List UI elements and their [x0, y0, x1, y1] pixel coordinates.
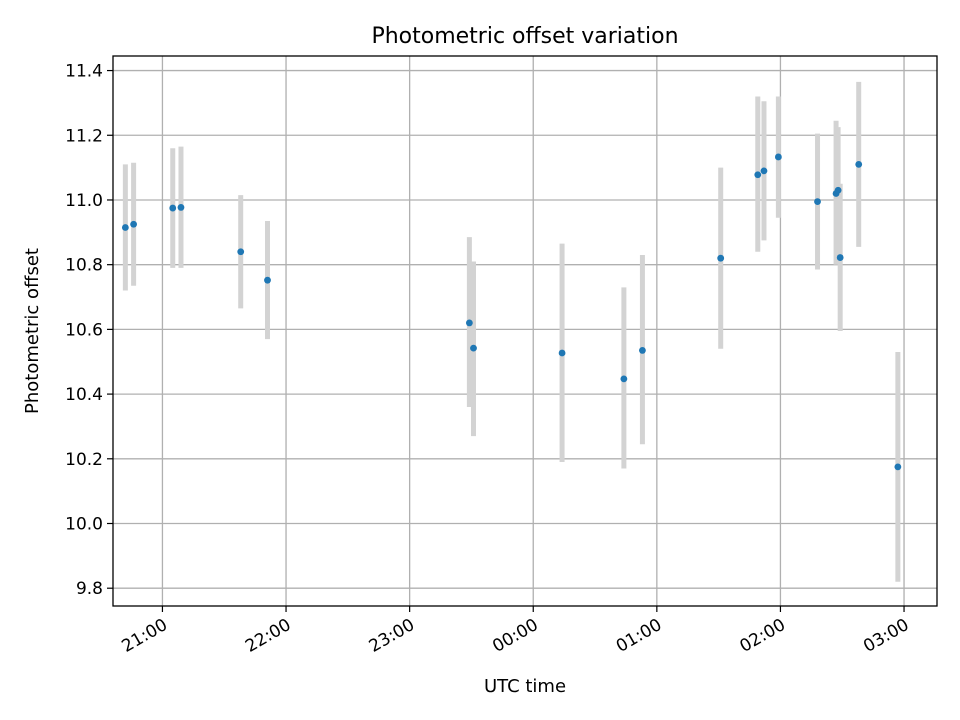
- data-point: [177, 204, 185, 211]
- data-point: [264, 276, 271, 284]
- data-point: [855, 160, 863, 168]
- chart-title: Photometric offset variation: [371, 24, 678, 49]
- data-point: [639, 347, 646, 354]
- y-tick-label: 10.2: [65, 450, 103, 470]
- y-tick-label: 10.8: [65, 256, 103, 276]
- data-point: [558, 349, 566, 357]
- x-axis-title: UTC time: [484, 676, 566, 697]
- data-point: [620, 375, 628, 383]
- data-point: [237, 248, 245, 256]
- data-point: [834, 186, 842, 194]
- data-point: [130, 220, 138, 228]
- data-point: [774, 153, 782, 161]
- data-point: [717, 254, 725, 262]
- y-tick-label: 10.6: [65, 320, 103, 340]
- y-axis: 9.8 10.0 10.2 10.4 10.6 10.8 11.0 11.2 11.4: [65, 62, 113, 599]
- y-tick-label: 9.8: [76, 579, 103, 599]
- y-tick-label: 11.0: [65, 191, 103, 211]
- data-point: [836, 254, 844, 261]
- y-axis-title: Photometric offset: [22, 248, 43, 414]
- y-tick-label: 10.0: [65, 515, 103, 535]
- data-point: [814, 198, 821, 205]
- y-tick-label: 10.4: [65, 385, 103, 405]
- y-tick-label: 11.4: [65, 62, 103, 82]
- data-points: [121, 153, 902, 471]
- data-point: [169, 204, 177, 212]
- data-point: [754, 171, 762, 179]
- data-point: [760, 167, 768, 175]
- data-point: [465, 319, 473, 327]
- plot-frame: [112, 55, 938, 607]
- data-point: [470, 344, 477, 352]
- data-point: [121, 224, 129, 231]
- data-point: [894, 463, 902, 471]
- y-tick-label: 11.2: [65, 126, 103, 146]
